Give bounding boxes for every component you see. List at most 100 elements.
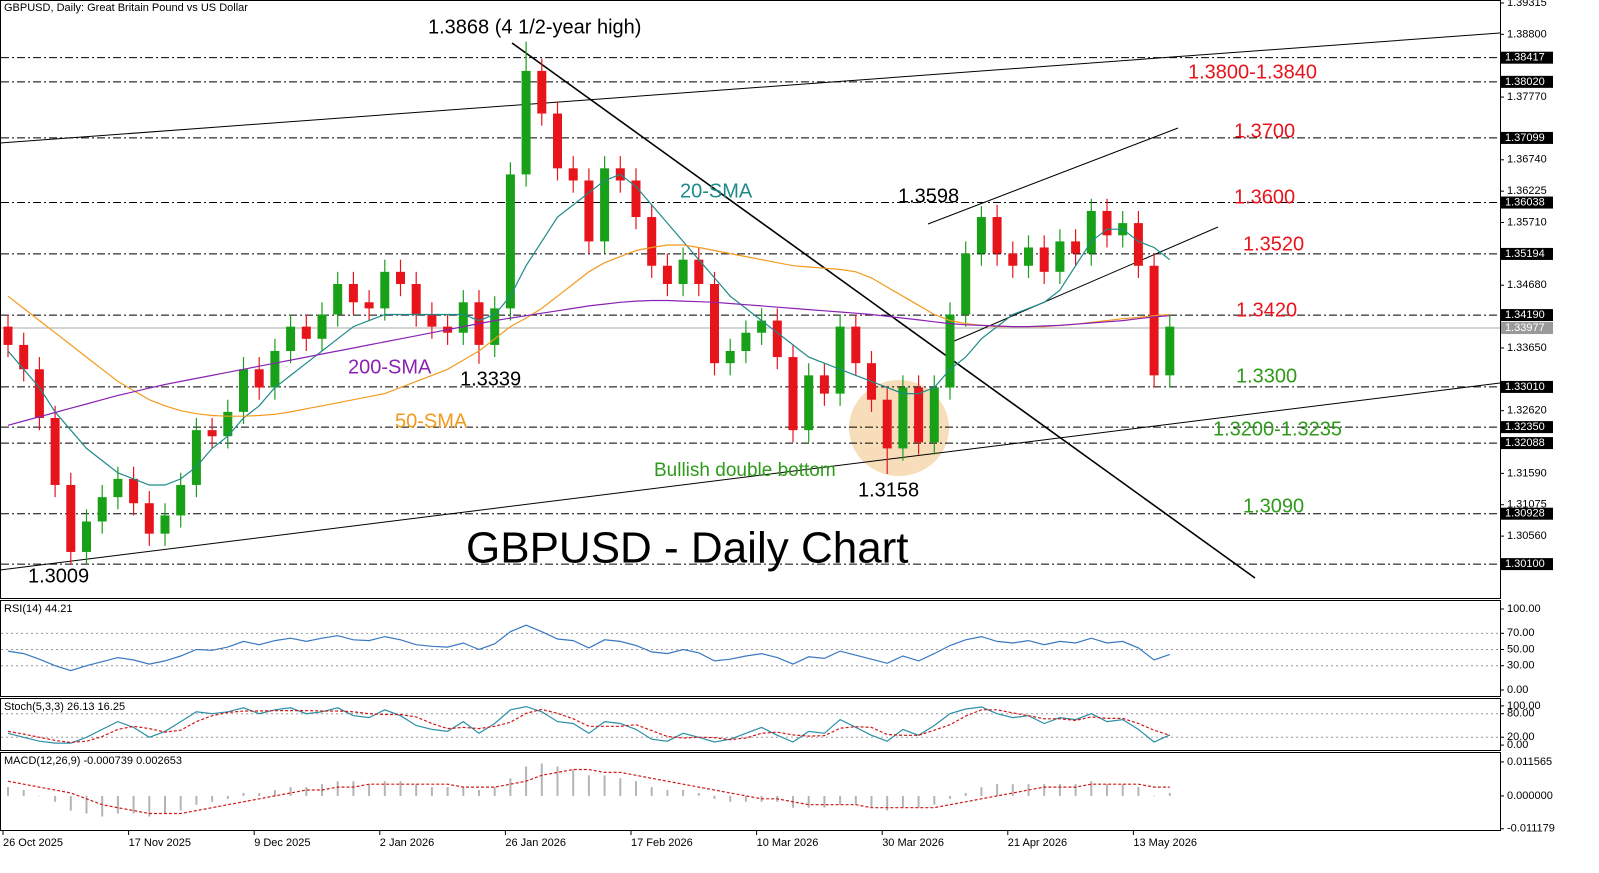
y-tick-label: 80.00 (1507, 708, 1535, 720)
candle-body (600, 168, 610, 242)
histogram-bar (964, 792, 967, 796)
histogram-bar (619, 778, 622, 796)
series-line (7, 624, 1171, 672)
y-tick-label: 0.00 (1507, 739, 1528, 751)
histogram-bar (650, 787, 653, 796)
histogram-bar (635, 781, 637, 796)
histogram-bar (430, 787, 433, 796)
y-tick-label: 1.35710 (1507, 216, 1547, 228)
candle-body (1055, 241, 1065, 272)
histogram-bar (7, 787, 9, 796)
candle-body (835, 326, 845, 394)
histogram-bar (713, 795, 716, 799)
candle-body (521, 70, 531, 175)
annotation: 1.3420 (1236, 299, 1297, 321)
histogram-bar (1106, 784, 1108, 796)
header: GBPUSD, Daily: Great Britain Pound vs US… (4, 2, 248, 14)
macd-panel (0, 752, 1501, 831)
sma-label: 200-SMA (348, 356, 432, 378)
histogram-bar (242, 792, 245, 796)
candle-body (380, 271, 390, 309)
candle-body (254, 369, 264, 388)
candle-body (301, 326, 311, 339)
level-box (1501, 309, 1553, 322)
x-tick-label: 2 Jan 2026 (380, 837, 434, 849)
candle-body (1008, 253, 1018, 266)
candle-body (3, 326, 13, 345)
histogram-bar (226, 795, 229, 799)
histogram-bar (148, 795, 151, 817)
y-tick-label: 100.00 (1507, 700, 1541, 712)
histogram-bar (211, 795, 214, 802)
y-tick-label: 0.000000 (1507, 790, 1553, 802)
sma-label: 20-SMA (680, 180, 753, 202)
y-tick-label: 0.011565 (1507, 756, 1552, 768)
histogram-bar (305, 787, 308, 796)
candle-body (898, 387, 908, 449)
candle-body (66, 484, 76, 552)
histogram-bar (980, 787, 983, 796)
candle-body (1133, 223, 1143, 266)
candle-body (317, 314, 327, 339)
candle-body (710, 284, 719, 364)
level-label: 1.37099 (1505, 132, 1545, 144)
channel-lower (0, 382, 1501, 571)
current-price-label: 1.33977 (1505, 322, 1545, 334)
series-line (7, 299, 1170, 426)
histogram-bar (744, 795, 747, 802)
histogram-bar (540, 763, 543, 796)
candle-body (1039, 247, 1049, 272)
histogram-bar (1137, 787, 1140, 796)
level-box (1501, 437, 1553, 450)
y-tick-label: 1.32620 (1507, 405, 1547, 417)
series-line (7, 173, 1171, 486)
candle-body (584, 180, 594, 242)
candle-body (207, 430, 217, 437)
level-box (1501, 507, 1553, 520)
histogram-bar (556, 766, 559, 796)
histogram-bar (116, 795, 119, 814)
x-tick-label: 21 Apr 2026 (1008, 837, 1067, 849)
level-label: 1.30100 (1505, 558, 1545, 570)
level-label: 1.33010 (1505, 381, 1545, 393)
candle-body (505, 174, 515, 309)
series-line (7, 705, 1171, 744)
histogram-bar (572, 769, 575, 796)
histogram-bar (949, 795, 951, 799)
histogram-bar (729, 795, 732, 802)
x-tick-label: 13 May 2026 (1133, 837, 1197, 849)
candle-body (851, 326, 861, 364)
candle-body (364, 302, 374, 309)
annotation: 1.3800-1.3840 (1188, 61, 1317, 83)
candle-body (537, 70, 547, 114)
y-tick-label: 100.00 (1507, 603, 1541, 615)
candle-body (239, 369, 248, 412)
x-tick-label: 26 Jan 2026 (505, 837, 566, 849)
histogram-bar (1153, 795, 1156, 797)
level-box (1501, 247, 1553, 260)
annotation: 1.3009 (28, 565, 89, 587)
candle-body (804, 375, 814, 431)
small-channel-upper (927, 127, 1179, 225)
candle-body (1086, 210, 1096, 254)
candle-body (144, 503, 154, 534)
series-line (7, 708, 1170, 744)
annotation: 1.3339 (460, 368, 521, 390)
histogram-bar (446, 787, 449, 796)
level-label: 1.34190 (1505, 309, 1545, 321)
candle-body (113, 478, 123, 498)
annotation: 1.3700 (1234, 120, 1295, 142)
histogram-bar (1090, 781, 1093, 796)
level-label: 1.30928 (1505, 508, 1545, 520)
level-label: 1.38417 (1505, 52, 1545, 64)
histogram-bar (69, 795, 72, 811)
histogram-bar (1058, 784, 1061, 796)
annotation: 1.3300 (1236, 365, 1297, 387)
candle-body (191, 430, 201, 485)
candle-body (129, 478, 139, 504)
candle-body (97, 497, 107, 522)
histogram-bar (368, 784, 371, 796)
candle-body (631, 180, 641, 218)
